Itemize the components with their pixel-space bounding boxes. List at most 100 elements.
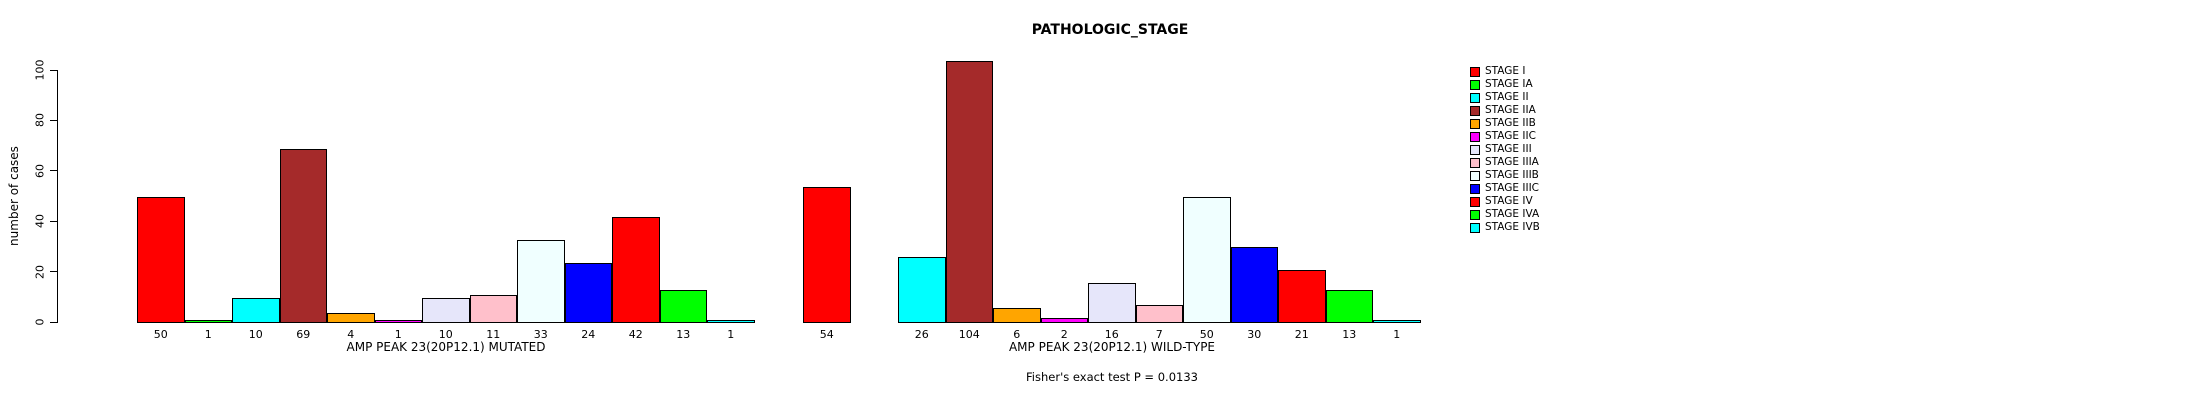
- bar: [1325, 290, 1373, 323]
- x-axis-title-wildtype: AMP PEAK 23(20P12.1) WILD-TYPE: [1008, 340, 1216, 354]
- bar: [137, 197, 185, 323]
- bar: [1135, 305, 1183, 323]
- bar: [1373, 320, 1421, 323]
- legend-label: STAGE IIIB: [1485, 169, 1539, 181]
- legend-row: STAGE IIIB: [1470, 169, 1540, 182]
- bar: [469, 295, 517, 323]
- legend-swatch: [1470, 209, 1480, 220]
- legend-label: STAGE IA: [1485, 78, 1533, 90]
- bar: [803, 186, 851, 323]
- legend-label: STAGE IVB: [1485, 221, 1540, 233]
- bar-count-label: 1: [1393, 328, 1401, 341]
- bar-count-label: 21: [1294, 328, 1309, 341]
- legend-label: STAGE IIC: [1485, 130, 1536, 142]
- bar: [327, 312, 375, 323]
- bar: [232, 297, 280, 323]
- bar: [898, 257, 946, 323]
- legend-label: STAGE IIIC: [1485, 182, 1539, 194]
- y-tick-label: 0: [33, 318, 47, 326]
- legend-row: STAGE IIIA: [1470, 156, 1540, 169]
- bar-count-label: 6: [1013, 328, 1021, 341]
- bar: [374, 320, 422, 323]
- bar: [945, 60, 993, 323]
- bar-count-label: 7: [1155, 328, 1163, 341]
- bar-count-label: 54: [819, 328, 834, 341]
- y-tick-label: 100: [33, 59, 47, 81]
- bar: [279, 149, 327, 323]
- bar: [564, 262, 612, 323]
- bar: [707, 320, 755, 323]
- bar: [1088, 282, 1136, 323]
- legend-swatch: [1470, 131, 1480, 142]
- y-tick-label: 40: [33, 214, 47, 229]
- y-tick-mark: [50, 220, 57, 222]
- legend-row: STAGE IVB: [1470, 221, 1540, 234]
- legend-swatch: [1470, 105, 1480, 116]
- legend-row: STAGE II: [1470, 91, 1540, 104]
- bar-count-label: 104: [958, 328, 980, 341]
- legend-swatch: [1470, 183, 1480, 194]
- y-tick-mark: [50, 69, 57, 71]
- bar-count-label: 33: [533, 328, 548, 341]
- legend-row: STAGE IIC: [1470, 130, 1540, 143]
- legend-swatch: [1470, 170, 1480, 181]
- y-tick-label: 20: [33, 264, 47, 279]
- panel-wildtype: 54 26 104 6 2 16 7 50 30 21 13 1: [803, 60, 1421, 341]
- legend-row: STAGE IA: [1470, 78, 1540, 91]
- bar-count-label: 26: [914, 328, 929, 341]
- bar-count-label: 42: [628, 328, 643, 341]
- legend-row: STAGE I: [1470, 65, 1540, 78]
- bar-count-label: 13: [676, 328, 691, 341]
- y-tick-mark: [50, 321, 57, 323]
- legend-swatch: [1470, 222, 1480, 233]
- bar-count-label: 2: [1060, 328, 1068, 341]
- legend-row: STAGE III: [1470, 143, 1540, 156]
- panel-mutated: 50 1 10 69 4 1 10 11 33 24 42 13 1: [137, 70, 755, 341]
- y-tick-mark: [50, 119, 57, 121]
- bar-count-label: 10: [438, 328, 453, 341]
- legend-label: STAGE IVA: [1485, 208, 1540, 220]
- bar-count-label: 1: [204, 328, 212, 341]
- legend-label: STAGE IV: [1485, 195, 1533, 207]
- legend-row: STAGE IVA: [1470, 208, 1540, 221]
- bar: [422, 297, 470, 323]
- legend-label: STAGE III: [1485, 143, 1532, 155]
- legend-label: STAGE I: [1485, 65, 1526, 77]
- bar-count-label: 10: [248, 328, 263, 341]
- y-tick-label: 60: [33, 163, 47, 178]
- x-axis-title-mutated: AMP PEAK 23(20P12.1) MUTATED: [346, 340, 546, 354]
- legend-label: STAGE II: [1485, 91, 1529, 103]
- legend: STAGE I STAGE IA STAGE II STAGE IIA STAGE II…: [1470, 65, 1540, 234]
- bar: [1278, 270, 1326, 323]
- legend-swatch: [1470, 118, 1480, 129]
- legend-swatch: [1470, 66, 1480, 77]
- legend-row: STAGE IIA: [1470, 104, 1540, 117]
- legend-swatch: [1470, 79, 1480, 90]
- fisher-test-annotation: Fisher's exact test P = 0.0133: [1026, 370, 1198, 384]
- bar-count-label: 50: [1199, 328, 1214, 341]
- bar-count-label: 30: [1247, 328, 1262, 341]
- bar-count-label: 69: [296, 328, 311, 341]
- bar-count-label: 50: [153, 328, 168, 341]
- chart-title: PATHOLOGIC_STAGE: [1031, 22, 1189, 38]
- legend-label: STAGE IIIA: [1485, 156, 1539, 168]
- y-axis-label: number of cases: [7, 146, 21, 246]
- legend-row: STAGE IV: [1470, 195, 1540, 208]
- legend-label: STAGE IIA: [1485, 104, 1536, 116]
- bar-count-label: 13: [1342, 328, 1357, 341]
- bar-count-label: 16: [1104, 328, 1119, 341]
- bar: [993, 307, 1041, 323]
- bar: [517, 239, 565, 323]
- bar-count-label: 4: [347, 328, 355, 341]
- bar: [1230, 247, 1278, 323]
- legend-label: STAGE IIB: [1485, 117, 1536, 129]
- y-axis-line: [57, 70, 58, 323]
- legend-row: STAGE IIIC: [1470, 182, 1540, 195]
- legend-swatch: [1470, 92, 1480, 103]
- bar-count-label: 24: [581, 328, 596, 341]
- bar: [1183, 197, 1231, 323]
- legend-swatch: [1470, 157, 1480, 168]
- bar: [1040, 317, 1088, 323]
- legend-swatch: [1470, 196, 1480, 207]
